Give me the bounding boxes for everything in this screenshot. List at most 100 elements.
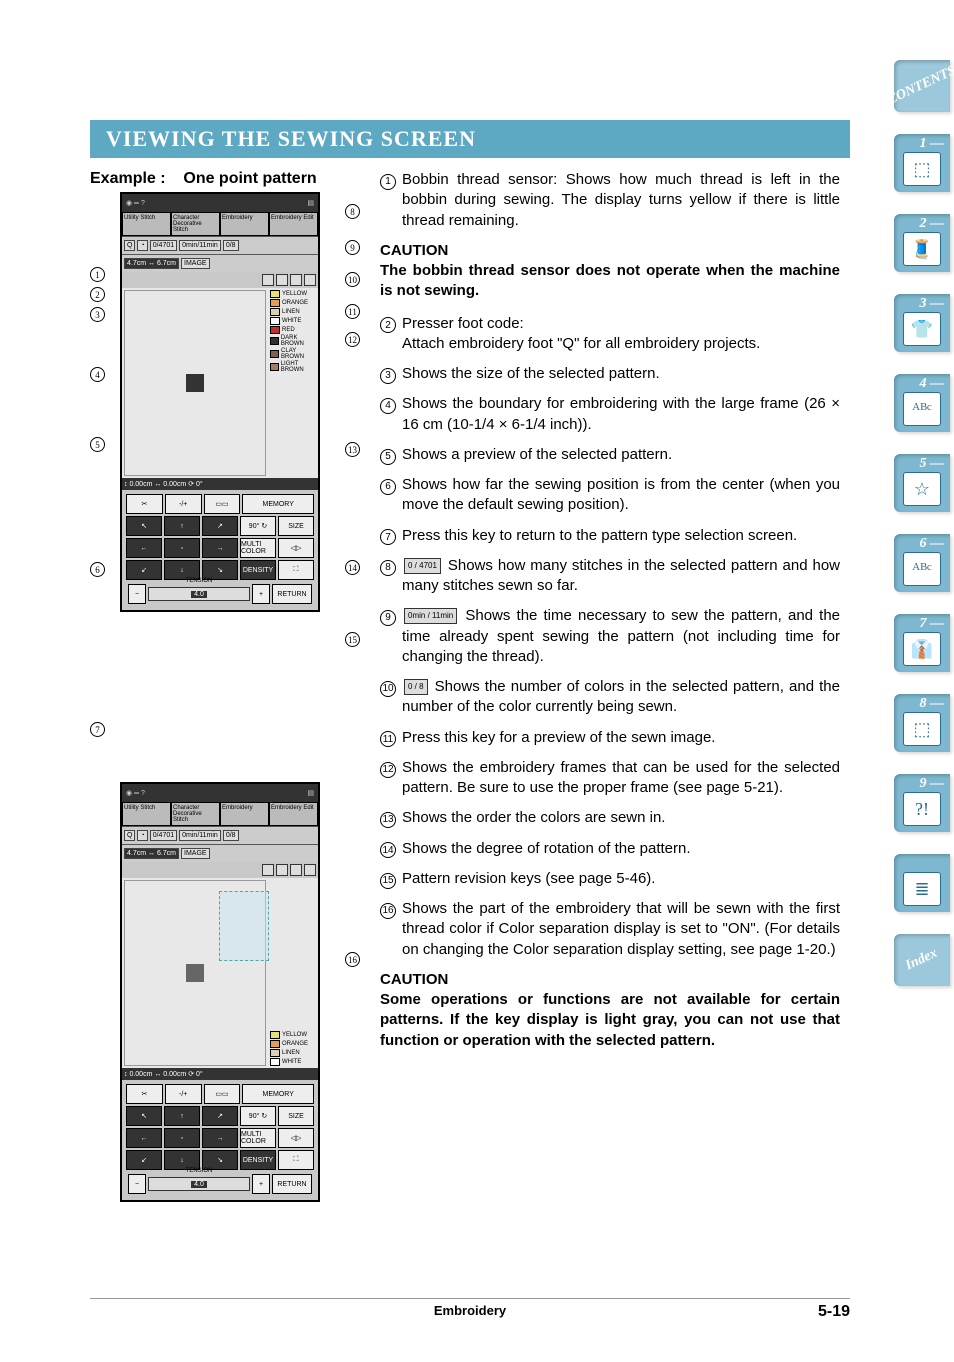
density-button[interactable]: DENSITY — [240, 1150, 276, 1170]
contents-tab[interactable]: CONTENTS — [894, 60, 950, 112]
tab-label: 2 — — [920, 216, 945, 232]
chapter-tab-6[interactable]: 6 —ᴬᴮᶜ — [894, 534, 950, 592]
memory-button[interactable]: MEMORY — [242, 494, 314, 514]
memory-button[interactable]: MEMORY — [242, 1084, 314, 1104]
arrow-n[interactable]: ↑ — [164, 1106, 200, 1126]
arrow-ne[interactable]: ↗ — [202, 516, 238, 536]
arrow-w[interactable]: ← — [126, 1128, 162, 1148]
scissors-button[interactable]: ✂ — [126, 494, 163, 514]
tab-label: 1 — — [920, 136, 945, 152]
size-button[interactable]: SIZE — [278, 516, 314, 536]
mode-tabs[interactable]: Utility Stitch Character Decorative Stit… — [122, 802, 318, 826]
color-item: WHITE — [270, 317, 316, 325]
color-item: LINEN — [270, 1049, 316, 1057]
arrow-s[interactable]: ↓ — [164, 560, 200, 580]
chapter-tab-4[interactable]: 4 —ᴬᴮᶜ — [894, 374, 950, 432]
chapter-tab-5[interactable]: 5 —☆ — [894, 454, 950, 512]
color-swatch — [270, 350, 279, 358]
callout-6: 6 — [90, 562, 105, 577]
color-label: CLAY BROWN — [281, 348, 316, 360]
tab-embroidery-edit[interactable]: Embroidery Edit — [269, 802, 318, 826]
tab-icon: 👔 — [903, 632, 941, 666]
mirror-button[interactable]: ◁▷ — [278, 1128, 314, 1148]
arrow-e[interactable]: → — [202, 1128, 238, 1148]
tension-plus[interactable]: + — [252, 1174, 270, 1194]
color-item: WHITE — [270, 1058, 316, 1066]
tab-utility[interactable]: Utility Stitch — [122, 802, 171, 826]
tab-icon: ?! — [903, 792, 941, 826]
rotate-button[interactable]: 90° ↻ — [240, 516, 276, 536]
status-row-2: 4.7cm ↔ 6.7cm IMAGE — [122, 844, 318, 862]
color-list: YELLOWORANGELINENWHITEREDDARK BROWNCLAY … — [268, 288, 318, 478]
status-row-2: 4.7cm ↔ 6.7cm IMAGE — [122, 254, 318, 272]
status-row-1: Q ◔ 0/4701 0min/11min 0/8 — [122, 826, 318, 844]
arrow-sw[interactable]: ↙ — [126, 560, 162, 580]
image-button[interactable]: IMAGE — [181, 258, 210, 269]
figure-2: 16 ◉ ═ ?▤ Utility Stitch Character Decor… — [90, 782, 360, 1282]
step-button[interactable]: -/+ — [165, 494, 202, 514]
tab-embroidery-edit[interactable]: Embroidery Edit — [269, 212, 318, 236]
step-button[interactable]: -/+ — [165, 1084, 202, 1104]
return-button[interactable]: RETURN — [272, 1174, 312, 1194]
arrow-se[interactable]: ↘ — [202, 560, 238, 580]
chapter-tab-8[interactable]: 8 —⬚ — [894, 694, 950, 752]
mirror-button[interactable]: ◁▷ — [278, 538, 314, 558]
rotate-button[interactable]: 90° ↻ — [240, 1106, 276, 1126]
arrow-s[interactable]: ↓ — [164, 1150, 200, 1170]
tension-display: TENSION 4.0 — [148, 587, 250, 601]
tab-embroidery[interactable]: Embroidery — [220, 212, 269, 236]
arrow-nw[interactable]: ↖ — [126, 1106, 162, 1126]
tab-label: 6 — — [920, 536, 945, 552]
desc-8: 0 / 4701 Shows how many stitches in the … — [402, 556, 840, 597]
arrow-n[interactable]: ↑ — [164, 516, 200, 536]
chapter-tab-7[interactable]: 7 —👔 — [894, 614, 950, 672]
tab-icon: ᴬᴮᶜ — [903, 392, 941, 426]
callout-13: 13 — [345, 442, 360, 457]
arrow-e[interactable]: → — [202, 538, 238, 558]
tension-plus[interactable]: + — [252, 584, 270, 604]
arrow-w[interactable]: ← — [126, 538, 162, 558]
image-button[interactable]: IMAGE — [181, 848, 210, 859]
frame-button[interactable]: ▭▭ — [204, 494, 241, 514]
tab-character[interactable]: Character Decorative Stitch — [171, 212, 220, 236]
callout-5: 5 — [90, 437, 105, 452]
scissors-button[interactable]: ✂ — [126, 1084, 163, 1104]
caution-text-2: Some operations or functions are not ava… — [380, 990, 840, 1051]
desc-9: 0min / 11min Shows the time necessary to… — [402, 606, 840, 667]
multi-color-button[interactable]: MULTI COLOR — [240, 1128, 276, 1148]
chapter-tab-10[interactable]: ≣ — [894, 854, 950, 912]
frame-button[interactable]: ▭▭ — [204, 1084, 241, 1104]
center-button[interactable]: ◦ — [164, 538, 200, 558]
size-button[interactable]: SIZE — [278, 1106, 314, 1126]
tab-character[interactable]: Character Decorative Stitch — [171, 802, 220, 826]
multi-color-button[interactable]: MULTI COLOR — [240, 538, 276, 558]
arrow-nw[interactable]: ↖ — [126, 516, 162, 536]
return-button[interactable]: RETURN — [272, 584, 312, 604]
chapter-tab-3[interactable]: 3 —👕 — [894, 294, 950, 352]
preview-area: YELLOW ORANGELINENWHITE — [122, 878, 318, 1068]
footer-title: Embroidery — [434, 1303, 506, 1318]
center-button[interactable]: ◦ — [164, 1128, 200, 1148]
chapter-tab-1[interactable]: 1 —⬚ — [894, 134, 950, 192]
color-item: ORANGE — [270, 1040, 316, 1048]
pattern-graphic — [186, 374, 204, 392]
tab-embroidery[interactable]: Embroidery — [220, 802, 269, 826]
color-label: YELLOW — [282, 1032, 307, 1038]
chapter-tab-2[interactable]: 2 —🧵 — [894, 214, 950, 272]
arrow-sw[interactable]: ↙ — [126, 1150, 162, 1170]
callout-9: 9 — [345, 240, 360, 255]
arrow-ne[interactable]: ↗ — [202, 1106, 238, 1126]
index-tab[interactable]: Index — [894, 934, 950, 986]
chapter-tab-9[interactable]: 9 —?! — [894, 774, 950, 832]
tab-utility[interactable]: Utility Stitch — [122, 212, 171, 236]
callout-7: 7 — [90, 722, 105, 737]
density-button[interactable]: DENSITY — [240, 560, 276, 580]
tab-icon: 👕 — [903, 312, 941, 346]
frame-icons — [122, 862, 318, 878]
expand-button[interactable]: ⛶ — [278, 1150, 314, 1170]
tension-minus[interactable]: − — [128, 1174, 146, 1194]
mode-tabs[interactable]: Utility Stitch Character Decorative Stit… — [122, 212, 318, 236]
expand-button[interactable]: ⛶ — [278, 560, 314, 580]
arrow-se[interactable]: ↘ — [202, 1150, 238, 1170]
tension-minus[interactable]: − — [128, 584, 146, 604]
